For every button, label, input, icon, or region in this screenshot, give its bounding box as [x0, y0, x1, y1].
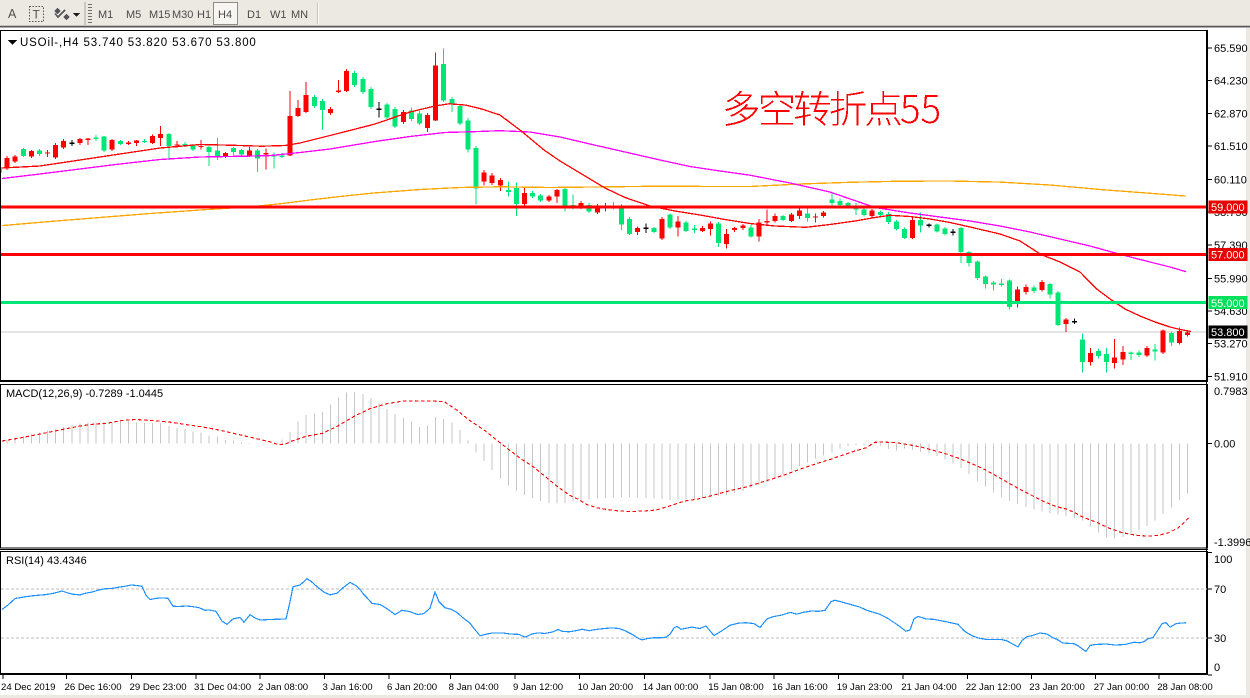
svg-text:M1: M1 [98, 9, 113, 21]
svg-text:22 Jan 12:00: 22 Jan 12:00 [966, 682, 1021, 693]
svg-text:M5: M5 [126, 9, 141, 21]
svg-text:9 Jan 12:00: 9 Jan 12:00 [513, 682, 563, 693]
svg-text:W1: W1 [270, 9, 287, 21]
svg-text:62.870: 62.870 [1214, 108, 1248, 120]
svg-text:26 Dec 16:00: 26 Dec 16:00 [65, 682, 122, 693]
svg-text:28 Jan 08:00: 28 Jan 08:00 [1157, 682, 1212, 693]
svg-text:53.270: 53.270 [1214, 339, 1248, 351]
svg-text:60.110: 60.110 [1214, 175, 1247, 187]
svg-text:2 Jan 08:00: 2 Jan 08:00 [258, 682, 308, 693]
svg-text:55.990: 55.990 [1214, 273, 1248, 285]
svg-text:M30: M30 [172, 9, 193, 21]
svg-text:0: 0 [1214, 662, 1220, 674]
svg-text:70: 70 [1214, 584, 1226, 596]
svg-text:0.00: 0.00 [1214, 439, 1235, 451]
svg-text:8 Jan 04:00: 8 Jan 04:00 [449, 682, 499, 693]
svg-text:51.910: 51.910 [1214, 371, 1248, 383]
svg-text:31 Dec 04:00: 31 Dec 04:00 [194, 682, 251, 693]
svg-text:21 Jan 04:00: 21 Jan 04:00 [901, 682, 956, 693]
svg-text:27 Jan 00:00: 27 Jan 00:00 [1094, 682, 1149, 693]
svg-text:23 Jan 20:00: 23 Jan 20:00 [1029, 682, 1084, 693]
svg-text:24 Dec 2019: 24 Dec 2019 [1, 682, 55, 693]
svg-text:10 Jan 20:00: 10 Jan 20:00 [578, 682, 633, 693]
svg-text:100: 100 [1214, 554, 1232, 566]
svg-text:RSI(14) 43.4346: RSI(14) 43.4346 [6, 555, 87, 567]
svg-text:16 Jan 16:00: 16 Jan 16:00 [772, 682, 827, 693]
svg-text:53.800: 53.800 [1211, 327, 1245, 339]
svg-text:MN: MN [291, 9, 308, 21]
svg-text:29 Dec 23:00: 29 Dec 23:00 [130, 682, 187, 693]
svg-text:30: 30 [1214, 633, 1226, 645]
svg-text:USOil-,H4 53.740 53.820 53.67: USOil-,H4 53.740 53.820 53.670 53.800 [20, 37, 257, 49]
svg-text:61.510: 61.510 [1214, 141, 1248, 153]
svg-text:64.230: 64.230 [1214, 76, 1248, 88]
svg-text:59.000: 59.000 [1211, 202, 1245, 214]
svg-text:19 Jan 23:00: 19 Jan 23:00 [837, 682, 892, 693]
svg-text:55.000: 55.000 [1211, 298, 1245, 310]
svg-text:57.000: 57.000 [1211, 250, 1245, 262]
svg-text:65.590: 65.590 [1214, 43, 1248, 55]
svg-text:MACD(12,26,9) -0.7289 -1.0445: MACD(12,26,9) -0.7289 -1.0445 [6, 388, 163, 400]
svg-text:H4: H4 [218, 9, 232, 21]
svg-text:H1: H1 [197, 9, 211, 21]
svg-text:3 Jan 16:00: 3 Jan 16:00 [323, 682, 373, 693]
svg-text:6 Jan 20:00: 6 Jan 20:00 [387, 682, 437, 693]
svg-text:-1.3996: -1.3996 [1214, 537, 1250, 549]
svg-text:D1: D1 [247, 9, 261, 21]
svg-text:A: A [8, 7, 17, 21]
svg-text:M15: M15 [149, 9, 170, 21]
svg-text:15 Jan 08:00: 15 Jan 08:00 [708, 682, 763, 693]
svg-text:0.7983: 0.7983 [1214, 386, 1248, 398]
svg-text:T: T [33, 8, 41, 22]
svg-text:14 Jan 00:00: 14 Jan 00:00 [643, 682, 698, 693]
